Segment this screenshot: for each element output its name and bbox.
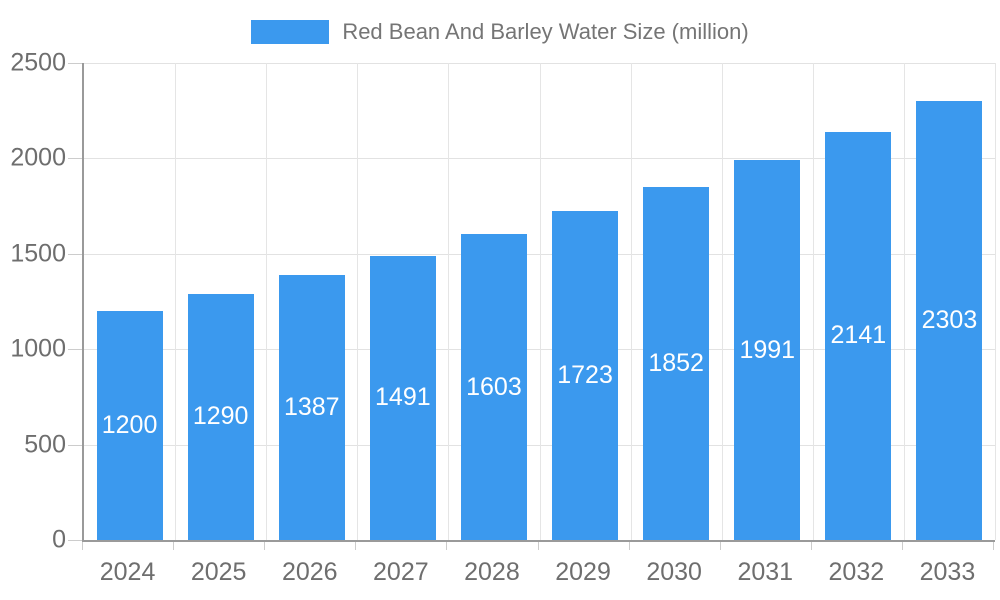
x-gridline: [995, 63, 996, 540]
y-axis-tick-label: 500: [24, 430, 66, 459]
y-axis-tick-label: 0: [52, 525, 66, 554]
x-axis-tick-mark: [173, 542, 175, 550]
bar-value-label: 1603: [466, 372, 522, 401]
x-axis-tick-mark: [810, 542, 812, 550]
bar-value-label: 2141: [830, 321, 887, 350]
bar-2028: 1603: [460, 234, 527, 540]
legend-label: Red Bean And Barley Water Size (million): [342, 19, 749, 44]
y-axis-tick-mark: [68, 349, 82, 351]
x-axis-tick-mark: [901, 542, 903, 550]
x-axis-tick-label: 2028: [464, 558, 520, 586]
x-gridline: [903, 63, 905, 540]
y-axis-tick-mark: [68, 253, 82, 255]
x-axis-tick-label: 2033: [919, 558, 976, 586]
bar-value-label: 1290: [192, 402, 249, 431]
bar-value-label: 1200: [101, 411, 158, 440]
y-axis-tick-label: 1000: [10, 334, 66, 363]
x-axis-tick-mark: [264, 542, 266, 550]
x-axis-tick-mark: [628, 542, 630, 550]
bar-value-label: 1387: [283, 393, 340, 422]
y-axis-tick-label: 2500: [10, 48, 66, 77]
bar-2025: 1290: [187, 293, 254, 540]
bar-2026: 1387: [278, 275, 345, 540]
bar-2029: 1723: [552, 211, 619, 540]
bar-value-label: 1852: [648, 348, 704, 377]
bar-2033: 2303: [916, 100, 983, 540]
x-axis-tick-label: 2025: [190, 558, 247, 586]
bar-value-label: 2303: [921, 305, 978, 334]
y-axis-tick-mark: [68, 158, 82, 160]
bar-value-label: 1723: [557, 361, 613, 390]
x-axis-tick-mark: [537, 542, 539, 550]
x-axis-tick-label: 2030: [646, 558, 702, 586]
y-axis-tick-label: 2000: [10, 143, 66, 172]
bar-2031: 1991: [734, 160, 801, 540]
x-gridline: [812, 63, 814, 540]
y-axis-tick-mark: [68, 540, 82, 541]
y-axis-tick-mark: [68, 444, 82, 446]
x-gridline: [175, 63, 177, 540]
x-axis-tick-mark: [993, 542, 994, 550]
x-axis-tick-label: 2024: [99, 558, 156, 586]
x-gridline: [721, 63, 723, 540]
x-axis-tick-label: 2026: [281, 558, 338, 586]
x-gridline: [357, 63, 359, 540]
plot-area: 1200 1290 1387 1491 1603 1723 1852 1991 2141 2303: [82, 63, 996, 542]
x-axis-tick-mark: [719, 542, 721, 550]
bar-2030: 1852: [643, 186, 710, 540]
x-axis-tick-mark: [355, 542, 357, 550]
bar-2032: 2141: [825, 131, 892, 540]
x-axis-tick-label: 2031: [737, 558, 794, 586]
x-gridline: [539, 63, 541, 540]
bar-value-label: 1491: [375, 383, 431, 412]
bar-value-label: 1991: [739, 335, 796, 364]
legend-item[interactable]: Red Bean And Barley Water Size (million): [0, 19, 1000, 45]
x-axis-tick-label: 2029: [555, 558, 611, 586]
x-gridline: [630, 63, 632, 540]
x-axis-tick-label: 2032: [828, 558, 885, 586]
x-gridline: [266, 63, 268, 540]
x-axis-tick-mark: [446, 542, 448, 550]
legend-swatch-icon: [251, 20, 330, 44]
x-axis-tick-mark: [82, 542, 83, 550]
x-gridline: [448, 63, 450, 540]
y-axis-tick-mark: [68, 63, 82, 64]
y-axis-tick-label: 1500: [10, 239, 66, 268]
x-axis-tick-label: 2027: [373, 558, 429, 586]
bar-2024: 1200: [96, 311, 163, 540]
bar-2027: 1491: [369, 255, 436, 540]
